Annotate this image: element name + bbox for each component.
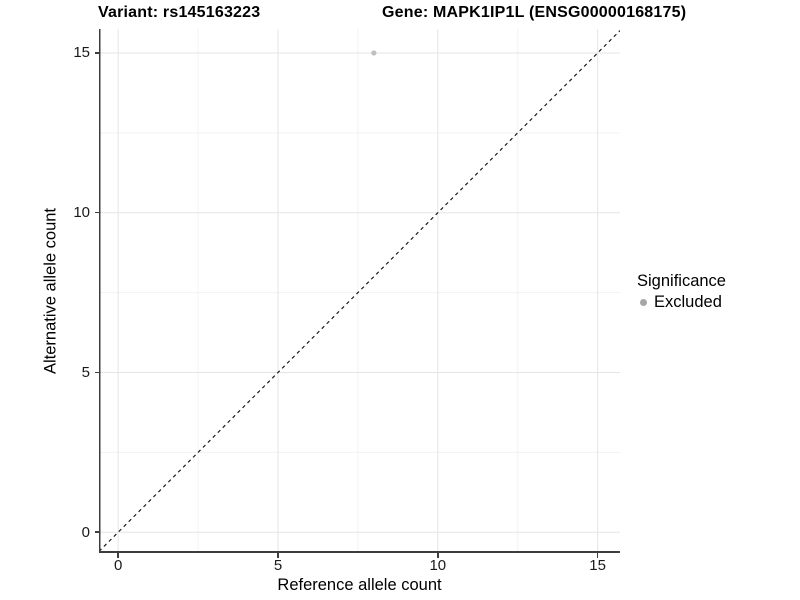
y-axis-title: Alternative allele count	[41, 207, 60, 375]
plot-title-variant: Variant: rs145163223	[98, 4, 261, 21]
x-tick-label: 10	[429, 557, 447, 574]
x-tick-mark	[277, 553, 279, 558]
legend: Significance Excluded	[637, 272, 726, 312]
y-tick-mark	[94, 371, 99, 374]
legend-item-excluded: Excluded	[637, 293, 726, 312]
x-tick-mark	[117, 553, 119, 558]
y-tick-label: 0	[81, 523, 90, 541]
y-tick-mark	[94, 211, 99, 214]
plot-panel	[99, 29, 620, 553]
plot-title-gene: Gene: MAPK1IP1L (ENSG00000168175)	[382, 4, 687, 21]
x-tick-mark	[437, 553, 439, 558]
x-tick-label: 5	[273, 557, 283, 574]
legend-point-icon	[640, 299, 647, 306]
identity-reference-line	[99, 30, 620, 552]
scatter-chart	[99, 29, 620, 553]
y-tick-label: 15	[73, 44, 90, 62]
legend-item-label: Excluded	[654, 293, 722, 311]
data-point	[371, 50, 377, 56]
y-tick-label: 10	[73, 204, 90, 222]
x-tick-label: 0	[114, 557, 123, 574]
x-tick-label: 15	[589, 557, 606, 574]
legend-title: Significance	[637, 272, 726, 290]
y-tick-label: 5	[81, 363, 90, 381]
x-axis-title: Reference allele count	[277, 576, 442, 594]
y-tick-mark	[94, 531, 99, 533]
x-tick-mark	[596, 553, 599, 558]
y-tick-mark	[94, 52, 99, 54]
